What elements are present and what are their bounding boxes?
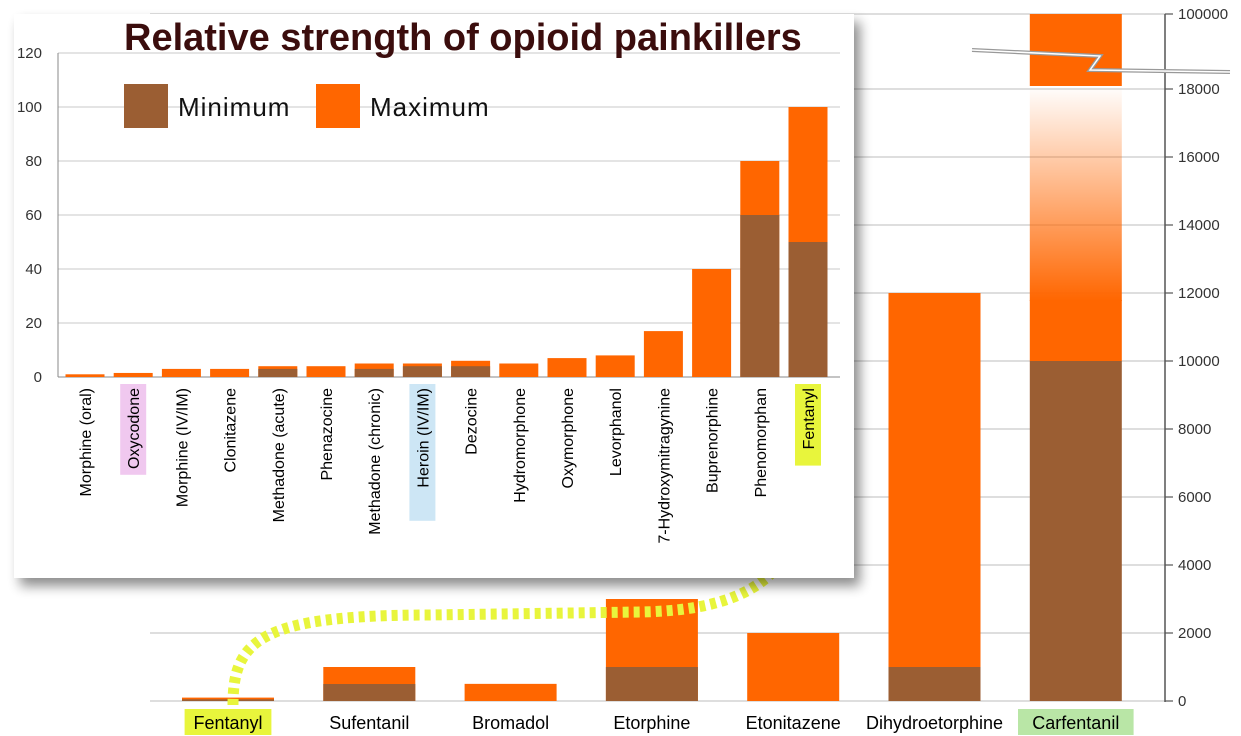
- big-tick-label: 0: [1178, 693, 1186, 710]
- chart-title: Relative strength of opioid painkillers: [124, 17, 802, 59]
- inset-x-label: Phenazocine: [319, 388, 336, 481]
- inset-bar-minimum: [402, 366, 442, 377]
- inset-x-label: Levorphanol: [608, 388, 625, 476]
- inset-tick-label: 80: [25, 153, 42, 170]
- big-x-label: Carfentanil: [1032, 713, 1119, 733]
- inset-x-label: Phenomorphan: [753, 388, 770, 497]
- inset-x-label: Oxycodone: [126, 388, 143, 469]
- bar-minimum-etorphine: [605, 667, 698, 701]
- bar-maximum-top-carfentanil: [1029, 14, 1122, 86]
- legend-swatch-maximum: [316, 84, 360, 128]
- big-x-label: Bromadol: [472, 713, 549, 733]
- bar-minimum-sufentanil: [323, 684, 416, 701]
- big-x-label: Etorphine: [613, 713, 690, 733]
- fentanyl-connector: [227, 464, 811, 706]
- big-tick-label: 4000: [1178, 557, 1211, 574]
- inset-bar-minimum: [788, 242, 828, 377]
- big-tick-label: 10000: [1178, 353, 1220, 370]
- inset-x-label: Morphine (IV/IM): [174, 388, 191, 507]
- axis-break-marker: [971, 48, 1231, 74]
- legend: Minimum Maximum: [124, 84, 490, 128]
- big-tick-label: 2000: [1178, 625, 1211, 642]
- big-tick-label: 14000: [1178, 217, 1220, 234]
- inset-chart-y-ticks: 0 20 40 60 80 100 120: [17, 45, 42, 386]
- bar-minimum-carfentanil: [1029, 361, 1122, 701]
- inset-tick-label: 120: [17, 45, 42, 62]
- inset-bar-minimum: [740, 215, 780, 377]
- inset-label-highlight: [409, 384, 436, 521]
- inset-tick-label: 0: [34, 369, 42, 386]
- legend-label-minimum: Minimum: [178, 92, 290, 122]
- inset-x-label: Morphine (oral): [78, 388, 95, 496]
- inset-bar-maximum: [692, 269, 732, 377]
- inset-x-label: Methadone (acute): [271, 388, 288, 522]
- big-tick-label: 6000: [1178, 489, 1211, 506]
- inset-bar-maximum: [306, 366, 346, 377]
- bar-minimum-dihydroetorphine: [888, 667, 981, 701]
- inset-bar-maximum: [643, 331, 683, 377]
- bar-maximum-dihydroetorphine: [888, 293, 981, 701]
- big-chart-y-ticks: 0 2000 4000 6000 8000 10000 12000 14000 16000 180…: [1165, 6, 1228, 710]
- bar-maximum-bromadol: [464, 683, 557, 701]
- inset-bar-maximum: [499, 363, 539, 377]
- inset-bar-maximum: [161, 368, 201, 377]
- inset-tick-label: 40: [25, 261, 42, 278]
- legend-swatch-minimum: [124, 84, 168, 128]
- inset-bar-maximum: [595, 355, 635, 377]
- inset-x-label: Fentanyl: [801, 388, 818, 449]
- big-tick-label: 16000: [1178, 149, 1220, 166]
- big-tick-label: 18000: [1178, 81, 1220, 98]
- bar-maximum-etonitazene: [747, 633, 840, 701]
- inset-x-label: Methadone (chronic): [367, 388, 384, 535]
- inset-x-label: Heroin (IV/IM): [415, 388, 432, 488]
- inset-x-label: 7-Hydroxymitragynine: [656, 388, 673, 544]
- inset-tick-label: 20: [25, 315, 42, 332]
- label-highlight: [1018, 709, 1134, 735]
- big-tick-label: 12000: [1178, 285, 1220, 302]
- inset-label-highlight: [795, 384, 821, 466]
- big-tick-label: 8000: [1178, 421, 1211, 438]
- inset-x-label: Oxymorphone: [560, 388, 577, 489]
- big-x-label: Fentanyl: [193, 713, 262, 733]
- inset-bar-minimum: [258, 368, 298, 377]
- axis-break-line-inner: [971, 49, 1231, 73]
- label-highlight: [184, 709, 272, 735]
- big-x-label: Dihydroetorphine: [866, 713, 1003, 733]
- inset-x-label: Buprenorphine: [705, 388, 722, 493]
- inset-chart-bars: [65, 107, 828, 377]
- big-x-label: Etonitazene: [746, 713, 841, 733]
- bar-maximum-fade-carfentanil: [1029, 85, 1122, 301]
- inset-tick-label: 100: [17, 99, 42, 116]
- big-chart-bars: [182, 14, 1122, 701]
- bar-maximum-carfentanil: [1029, 300, 1122, 361]
- inset-bar-minimum: [451, 366, 491, 377]
- inset-x-label: Dezocine: [464, 388, 481, 455]
- inset-x-label: Clonitazene: [223, 388, 240, 473]
- inset-tick-label: 60: [25, 207, 42, 224]
- inset-bar-maximum: [65, 374, 105, 377]
- inset-bar-maximum: [210, 368, 250, 377]
- big-tick-label: 100000: [1178, 6, 1228, 23]
- inset-bar-maximum: [113, 372, 153, 377]
- legend-label-maximum: Maximum: [370, 92, 490, 122]
- inset-chart-x-labels: Morphine (oral) Oxycodone Morphine (IV/IM)…: [78, 384, 821, 544]
- inset-label-highlight: [120, 384, 147, 475]
- inset-x-label: Hydromorphone: [512, 388, 529, 503]
- big-chart-x-labels: Fentanyl Sufentanil Bromadol Etorphine Etoni…: [184, 709, 1134, 735]
- inset-bar-minimum: [354, 368, 394, 377]
- big-x-label: Sufentanil: [329, 713, 409, 733]
- inset-chart: 0 20 40 60 80 100 120 Morphine (oral) Oxycodone…: [14, 14, 854, 578]
- inset-bar-maximum: [547, 358, 587, 377]
